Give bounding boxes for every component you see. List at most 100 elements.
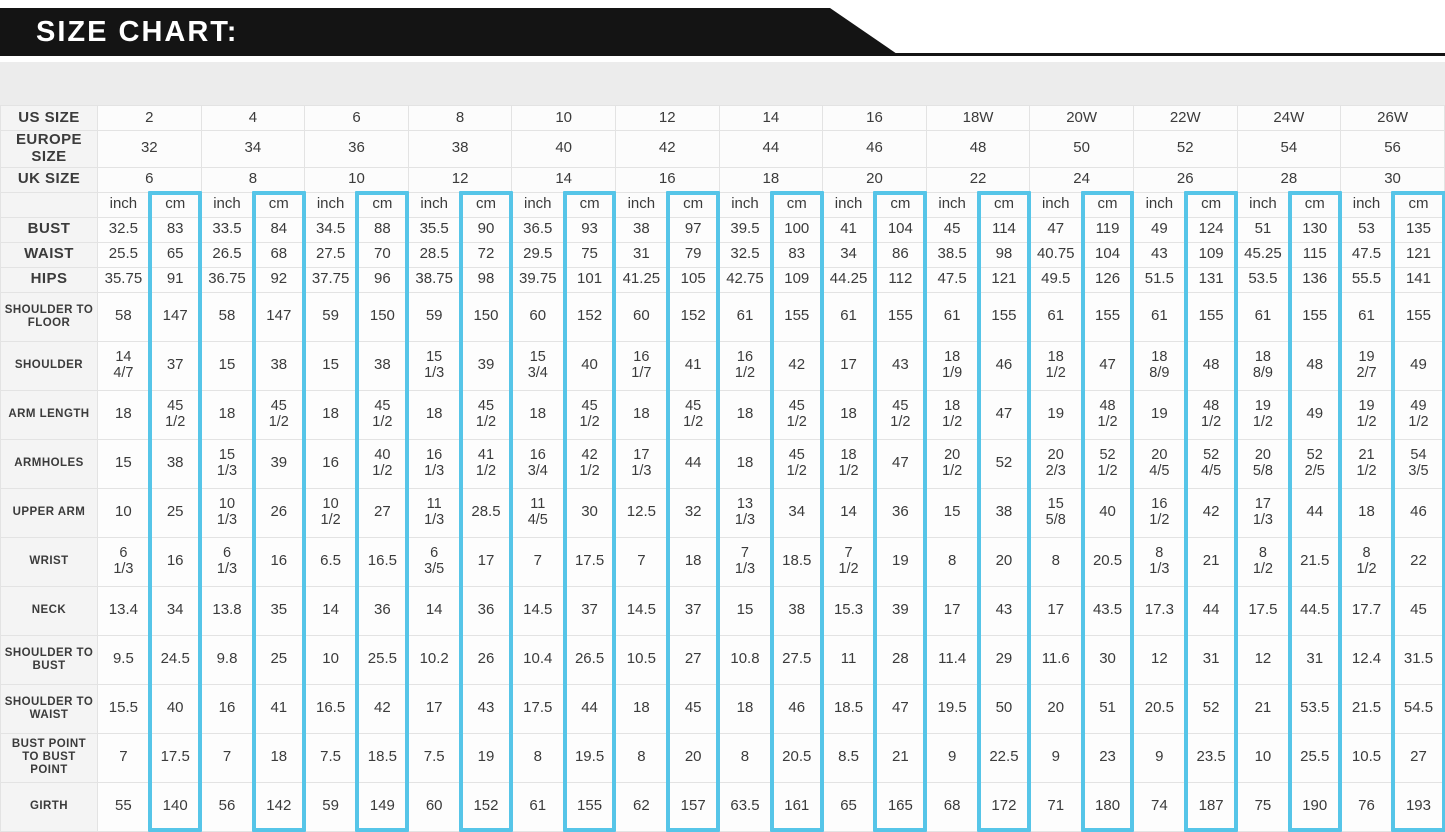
measure-inch-cell: 17	[407, 683, 461, 734]
measure-inch-cell: 11.4	[925, 634, 979, 685]
measure-inch-cell: 7.5	[407, 732, 461, 783]
measure-inch-cell: 47.5	[925, 266, 979, 293]
size-value: 24	[1029, 166, 1134, 193]
measure-inch-cell: 56	[200, 781, 254, 832]
measure-inch-cell: 18	[614, 683, 668, 734]
measure-inch-cell: 6.5	[304, 536, 357, 587]
measure-inch-cell: 35.75	[97, 266, 150, 293]
measure-cm-cell: 142	[252, 781, 306, 832]
measure-inch-cell: 8 1/2	[1236, 536, 1290, 587]
measure-inch-cell: 6 1/3	[97, 536, 150, 587]
measure-cm-cell: 34	[148, 585, 202, 636]
unit-cm-header: cm	[873, 191, 927, 218]
size-value: 42	[614, 130, 720, 168]
size-chart-body: US SIZE 2 4 6 8 10 12 14 16 18W 20W 22W 24W 26W EUROPE…	[0, 105, 1445, 832]
measure-inch-cell: 36.75	[200, 266, 254, 293]
measure-cm-cell: 19	[459, 732, 513, 783]
measure-inch-cell: 16	[304, 438, 357, 489]
measure-inch-cell: 15	[304, 340, 357, 391]
measure-cm-cell: 84	[252, 216, 306, 243]
size-value: 18	[718, 166, 824, 193]
unit-inch-header: inch	[407, 191, 461, 218]
measure-cm-cell: 93	[563, 216, 616, 243]
measure-cm-cell: 136	[1288, 266, 1342, 293]
size-value: 4	[200, 105, 306, 131]
measure-inch-cell: 32.5	[718, 241, 772, 268]
measure-inch-cell: 13 1/3	[718, 487, 772, 538]
size-value: 44	[718, 130, 824, 168]
size-chart-table: US SIZE 2 4 6 8 10 12 14 16 18W 20W 22W 24W 26W EUROPE…	[0, 105, 1445, 832]
measure-cm-cell: 47	[977, 389, 1031, 440]
measure-cm-cell: 40	[563, 340, 616, 391]
measure-inch-cell: 7 1/2	[822, 536, 875, 587]
unit-inch-header: inch	[511, 191, 565, 218]
measure-inch-cell: 16 1/3	[407, 438, 461, 489]
size-value: 28	[1236, 166, 1342, 193]
banner: SIZE CHART:	[0, 0, 1445, 105]
measure-inch-cell: 58	[97, 291, 150, 342]
measure-inch-cell: 13.4	[97, 585, 150, 636]
measure-inch-cell: 18 1/2	[1029, 340, 1083, 391]
measure-cm-cell: 152	[459, 781, 513, 832]
measure-inch-cell: 60	[407, 781, 461, 832]
row-label: ARMHOLES	[0, 438, 98, 489]
measure-inch-cell: 17.5	[511, 683, 565, 734]
measure-inch-cell: 14	[407, 585, 461, 636]
measure-inch-cell: 8 1/3	[1132, 536, 1186, 587]
measure-cm-cell: 45 1/2	[459, 389, 513, 440]
measure-inch-cell: 61	[925, 291, 979, 342]
measure-inch-cell: 15	[200, 340, 254, 391]
measure-cm-cell: 16	[148, 536, 202, 587]
measure-cm-cell: 22.5	[977, 732, 1031, 783]
measure-inch-cell: 10.8	[718, 634, 772, 685]
measure-inch-cell: 55.5	[1340, 266, 1393, 293]
measure-cm-cell: 35	[252, 585, 306, 636]
measure-cm-cell: 45 1/2	[252, 389, 306, 440]
row-label: WRIST	[0, 536, 98, 587]
unit-cm-header: cm	[1081, 191, 1134, 218]
measure-inch-cell: 10.5	[1340, 732, 1393, 783]
measure-cm-cell: 126	[1081, 266, 1134, 293]
measure-cm-cell: 25.5	[1288, 732, 1342, 783]
measure-cm-cell: 49	[1288, 389, 1342, 440]
unit-cm-header: cm	[459, 191, 513, 218]
row-label: UPPER ARM	[0, 487, 98, 538]
measure-cm-cell: 39	[252, 438, 306, 489]
measure-inch-cell: 32.5	[97, 216, 150, 243]
row-label: WAIST	[0, 241, 98, 268]
measure-inch-cell: 16 1/2	[718, 340, 772, 391]
measure-cm-cell: 48 1/2	[1184, 389, 1238, 440]
measure-cm-cell: 25	[148, 487, 202, 538]
unit-cm-header: cm	[355, 191, 409, 218]
measure-cm-cell: 140	[148, 781, 202, 832]
measure-cm-cell: 17.5	[148, 732, 202, 783]
measure-cm-cell: 29	[977, 634, 1031, 685]
size-value: 36	[304, 130, 409, 168]
table-row: SHOULDER TO FLOOR 58 147 58 147 59 150 59 150 60 1…	[0, 291, 1445, 342]
measure-cm-cell: 26	[252, 487, 306, 538]
measure-inch-cell: 14.5	[614, 585, 668, 636]
table-row: ARMHOLES 15 38 15 1/3 39 16 40 1/2 16 1/3 41 1/2 16 3/…	[0, 438, 1445, 489]
measure-cm-cell: 130	[1288, 216, 1342, 243]
measure-cm-cell: 114	[977, 216, 1031, 243]
row-label: US SIZE	[0, 105, 98, 131]
measure-inch-cell: 43	[1132, 241, 1186, 268]
size-value: 10	[304, 166, 409, 193]
measure-cm-cell: 38	[977, 487, 1031, 538]
unit-inch-header: inch	[1236, 191, 1290, 218]
measure-cm-cell: 52 2/5	[1288, 438, 1342, 489]
size-value: 6	[97, 166, 202, 193]
measure-inch-cell: 20 1/2	[925, 438, 979, 489]
measure-inch-cell: 17.3	[1132, 585, 1186, 636]
measure-cm-cell: 155	[563, 781, 616, 832]
measure-inch-cell: 61	[1236, 291, 1290, 342]
measure-inch-cell: 25.5	[97, 241, 150, 268]
unit-cm-header: cm	[148, 191, 202, 218]
size-value: 20	[822, 166, 927, 193]
size-value: 24W	[1236, 105, 1342, 131]
size-value: 48	[925, 130, 1031, 168]
measure-inch-cell: 60	[614, 291, 668, 342]
measure-inch-cell: 33.5	[200, 216, 254, 243]
measure-cm-cell: 193	[1391, 781, 1445, 832]
